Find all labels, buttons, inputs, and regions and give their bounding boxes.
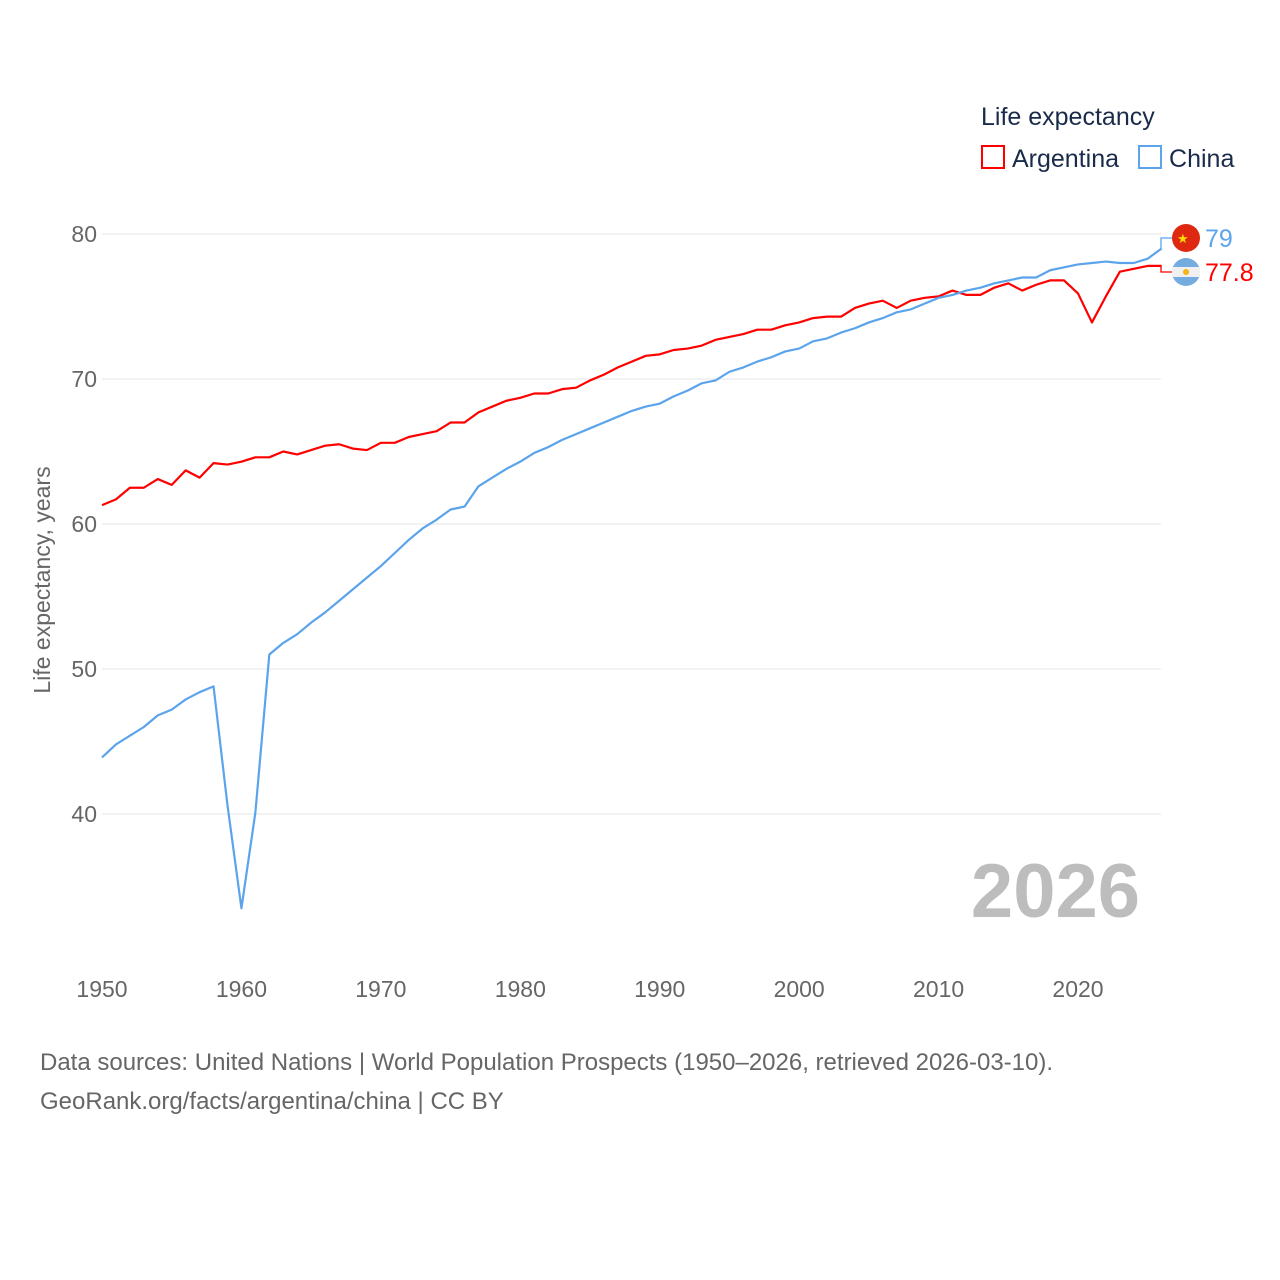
x-tick-label: 2020 [1052,976,1103,1002]
y-tick-label: 40 [71,801,97,827]
x-tick-label: 2000 [774,976,825,1002]
legend-title: Life expectancy [981,103,1155,131]
x-tick-label: 1960 [216,976,267,1002]
flag-star: ★ [1177,231,1189,246]
y-tick-label: 50 [71,656,97,682]
y-tick-label: 80 [71,221,97,247]
legend-item-argentina: Argentina [1012,145,1119,173]
y-tick-label: 60 [71,511,97,537]
end-value-label: 77.8 [1205,259,1254,287]
end-value-label: 79 [1205,225,1233,253]
series-line-argentina [101,264,1162,507]
legend-swatch [1138,145,1163,169]
source-line: Data sources: United Nations | World Pop… [40,1049,1054,1076]
source-footer: Data sources: United Nations | World Pop… [40,1043,1053,1121]
x-tick-label: 1990 [634,976,685,1002]
label-connector [1160,265,1172,273]
legend-swatch [981,145,1005,169]
y-tick-label: 70 [71,366,97,392]
legend-item-china: China [1169,145,1234,173]
source-link[interactable]: GeoRank.org/facts/argentina/china | CC B… [40,1088,504,1115]
x-tick-label: 1950 [76,976,127,1002]
label-connector [1160,237,1172,249]
flag-sun [1183,269,1189,275]
x-tick-label: 2010 [913,976,964,1002]
x-tick-label: 1980 [495,976,546,1002]
year-watermark: 2026 [971,849,1140,934]
series-line-china [101,247,1163,910]
x-tick-label: 1970 [355,976,406,1002]
china-flag [1172,224,1200,252]
y-axis-label: Life expectancy, years [29,466,55,693]
